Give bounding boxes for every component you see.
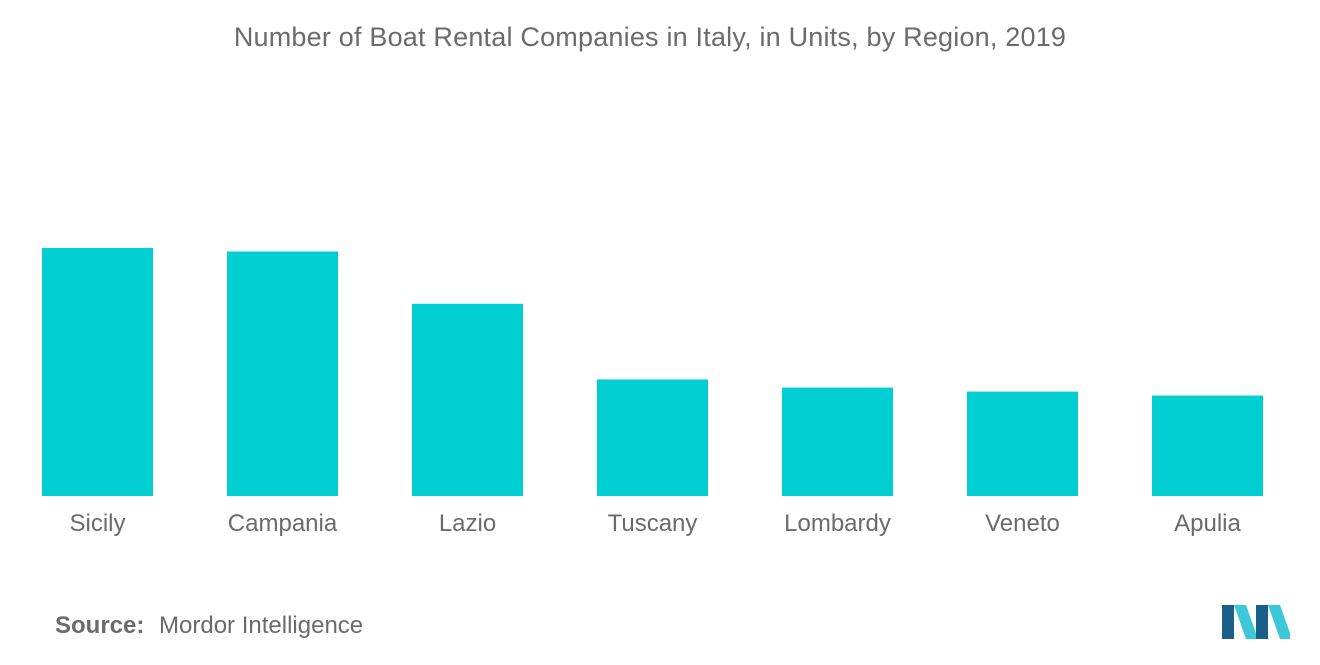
bar-tuscany <box>597 379 708 496</box>
bar-chart: Sicily Campania Lazio Tuscany Lombardy Veneto… <box>42 248 1263 537</box>
x-tick-label-veneto: Veneto <box>985 510 1060 537</box>
mordor-intelligence-logo-icon <box>1222 605 1290 639</box>
x-tick-label-sicily: Sicily <box>69 510 125 537</box>
bar-lombardy <box>782 387 893 496</box>
source-text: Mordor Intelligence <box>159 612 364 639</box>
x-tick-label-campania: Campania <box>228 510 338 537</box>
x-tick-label-lazio: Lazio <box>439 510 496 537</box>
x-tick-label-lombardy: Lombardy <box>784 510 891 537</box>
source-label: Source: <box>55 612 145 639</box>
bar-veneto <box>967 391 1078 496</box>
source-note: Source: Mordor Intelligence <box>55 612 363 640</box>
bar-lazio <box>412 303 523 496</box>
chart-title: Number of Boat Rental Companies in Italy… <box>233 22 1067 52</box>
bar-apulia <box>1152 395 1263 496</box>
x-tick-label-apulia: Apulia <box>1174 510 1241 537</box>
bar-campania <box>227 251 338 496</box>
bar-sicily <box>42 248 153 496</box>
x-tick-label-tuscany: Tuscany <box>608 510 698 537</box>
